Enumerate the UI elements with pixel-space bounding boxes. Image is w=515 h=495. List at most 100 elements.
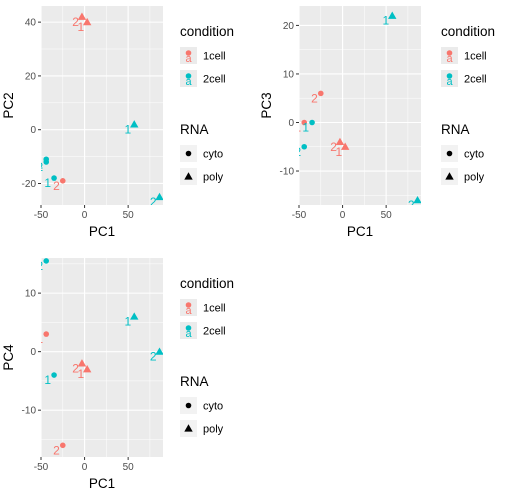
x-tick-label: -50: [292, 210, 307, 221]
x-tick-label: 0: [82, 210, 88, 221]
legend-key-marker: [185, 302, 192, 308]
data-point-label: 1: [77, 20, 84, 34]
data-point: [155, 347, 163, 355]
x-tick-label: 0: [82, 462, 88, 473]
x-tick-label: -50: [34, 210, 49, 221]
y-tick-label: 0: [30, 125, 36, 136]
y-tick-label: 10: [25, 289, 37, 300]
data-point: [59, 177, 66, 184]
data-point: [43, 159, 50, 165]
data-point: [317, 90, 324, 97]
legend-condition-title: condition: [180, 24, 234, 39]
legend-item-label: poly: [464, 172, 485, 184]
legend-item-label: 2cell: [464, 74, 487, 86]
legend-item-label: poly: [203, 172, 224, 184]
legend-shape-marker: [185, 150, 192, 157]
legend-key-glyph: a: [446, 53, 453, 65]
legend-rna-title: RNA: [180, 122, 209, 137]
legend-condition-title: condition: [180, 276, 234, 291]
data-point: [309, 119, 315, 126]
legend-key-glyph: a: [185, 328, 192, 340]
data-point-label: 2: [72, 15, 79, 29]
data-point: [301, 119, 308, 126]
x-tick-label: 50: [123, 462, 135, 473]
y-tick-label: 0: [30, 347, 36, 358]
legend-key-glyph: a: [185, 76, 192, 88]
data-point: [82, 17, 92, 26]
data-point: [413, 195, 421, 204]
legend-item-label: poly: [203, 424, 224, 436]
data-point-label: 2: [408, 198, 415, 212]
legend-key-marker: [446, 73, 453, 79]
data-point-label: 1: [295, 120, 302, 134]
legend-item-label: cyto: [203, 149, 223, 161]
legend: condition a 1cell a 2cell RNA cyto poly: [180, 24, 234, 185]
y-tick-label: 20: [25, 71, 37, 82]
y-tick-label: -20: [22, 179, 37, 190]
legend-key-marker: [185, 73, 192, 79]
panel-background: [299, 6, 421, 205]
legend-shape-marker: [185, 402, 192, 409]
x-tick-label: -50: [34, 462, 49, 473]
y-tick-label: 10: [283, 69, 295, 80]
legend-item-label: cyto: [203, 401, 223, 413]
legend-rna-title: RNA: [441, 122, 470, 137]
data-point: [335, 137, 345, 146]
data-point-label: 1: [44, 176, 51, 190]
y-tick-label: 0: [288, 118, 294, 129]
data-point: [155, 192, 163, 201]
data-point: [130, 120, 139, 128]
y-tick-label: -10: [22, 406, 37, 417]
data-point-label: 2: [150, 195, 157, 209]
data-point-label: 1: [125, 315, 132, 329]
data-point-label: 1: [302, 120, 309, 134]
x-tick-label: 50: [123, 210, 135, 221]
panel-background: [41, 258, 163, 457]
data-point-label: 1: [125, 122, 132, 136]
data-point-label: 2: [53, 179, 60, 193]
legend-shape-marker: [445, 172, 454, 180]
y-tick-label: 40: [25, 18, 37, 29]
legend-item-label: 2cell: [203, 326, 226, 338]
data-point: [51, 175, 57, 181]
data-point: [43, 258, 50, 264]
legend-key-glyph: a: [185, 53, 192, 65]
data-point: [59, 442, 66, 449]
legend-key-glyph: a: [446, 76, 453, 88]
data-point-label: 1: [44, 373, 51, 387]
legend-key-marker: [446, 50, 453, 56]
y-axis-title: PC2: [1, 92, 16, 118]
y-tick-label: 20: [283, 21, 295, 32]
legend-shape-marker: [184, 172, 193, 180]
data-point-label: 2: [37, 259, 44, 273]
legend-item-label: 2cell: [203, 74, 226, 86]
data-point-label: 2: [295, 145, 302, 159]
data-point-label: 2: [37, 160, 44, 174]
legend-item-label: 1cell: [464, 51, 487, 63]
data-point: [301, 143, 308, 150]
data-point-label: 1: [383, 14, 390, 28]
data-point: [82, 365, 92, 373]
legend-key-marker: [185, 50, 192, 56]
y-axis-title: PC4: [1, 344, 16, 371]
x-axis-title: PC1: [347, 224, 373, 239]
data-point: [77, 12, 87, 20]
legend-item-label: 1cell: [203, 303, 226, 315]
data-point-label: 1: [37, 157, 44, 171]
x-tick-label: 0: [340, 210, 346, 221]
data-point-label: 1: [77, 367, 84, 381]
y-tick-label: -10: [280, 167, 295, 178]
legend-condition-title: condition: [441, 24, 495, 39]
data-point-label: 2: [150, 350, 157, 364]
y-axis-title: PC3: [259, 92, 274, 118]
data-point: [77, 359, 87, 367]
legend-item-label: cyto: [464, 149, 484, 161]
x-axis-title: PC1: [89, 476, 115, 491]
data-point-label: 2: [311, 91, 318, 105]
data-point: [388, 11, 397, 19]
data-point-label: 2: [330, 140, 337, 154]
data-point-label: 2: [53, 443, 60, 457]
